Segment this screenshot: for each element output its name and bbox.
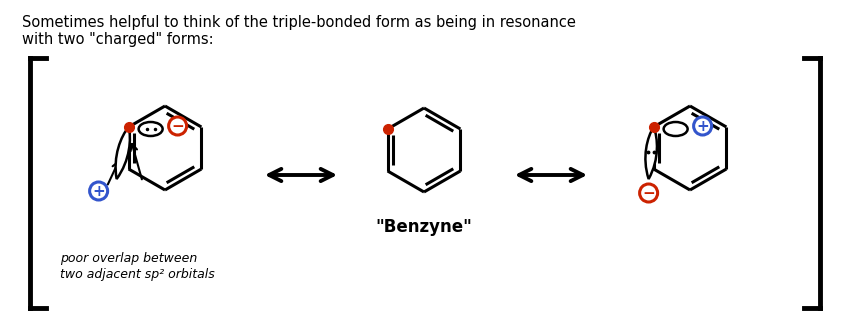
Text: "Benzyne": "Benzyne" <box>376 218 472 236</box>
Ellipse shape <box>138 122 163 136</box>
Text: −: − <box>642 185 655 200</box>
PathPatch shape <box>645 127 657 179</box>
Text: poor overlap between: poor overlap between <box>60 252 198 265</box>
Circle shape <box>639 184 658 202</box>
Circle shape <box>169 117 187 135</box>
Circle shape <box>694 117 711 135</box>
PathPatch shape <box>115 127 130 179</box>
Text: with two "charged" forms:: with two "charged" forms: <box>22 32 214 47</box>
Text: Sometimes helpful to think of the triple-bonded form as being in resonance: Sometimes helpful to think of the triple… <box>22 15 576 30</box>
Text: −: − <box>171 119 184 134</box>
Text: two adjacent sp² orbitals: two adjacent sp² orbitals <box>60 268 215 281</box>
Text: +: + <box>696 119 709 134</box>
Ellipse shape <box>664 122 688 136</box>
Text: +: + <box>92 183 105 198</box>
Circle shape <box>90 182 108 200</box>
